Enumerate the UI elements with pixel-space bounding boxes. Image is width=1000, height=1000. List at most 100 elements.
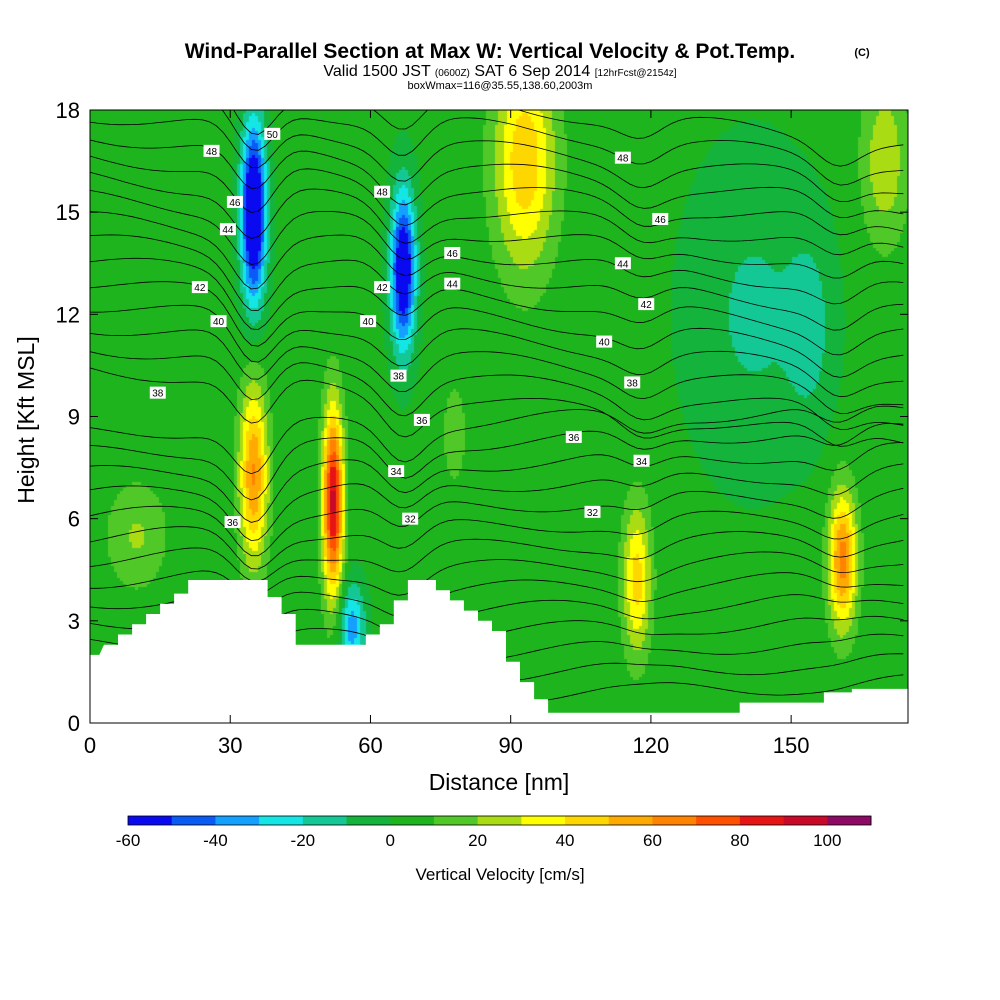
isentrope-label-box: [402, 512, 419, 525]
isentrope-label: 48: [614, 151, 631, 165]
isentrope-label: 46: [226, 195, 243, 209]
isentrope-label-text: 38: [393, 372, 405, 383]
isentrope-label-text: 50: [267, 130, 279, 141]
colorbar-swatch: [521, 816, 566, 825]
isentrope-label-text: 40: [213, 317, 225, 328]
isentrope-line: [90, 463, 904, 542]
x-axis: 0 30 60 90 120 150: [84, 110, 810, 758]
colorbar-swatch: [171, 816, 216, 825]
colorbar-tick-label: 0: [386, 831, 395, 850]
isentrope-label-text: 46: [655, 215, 667, 226]
isentrope-label: 48: [374, 185, 391, 199]
x-tick-label: 90: [498, 733, 522, 758]
isentrope-label: 36: [413, 413, 430, 427]
isentrope-line: [90, 510, 904, 570]
isentrope-label: 44: [614, 257, 631, 270]
y-tick-label: 3: [68, 609, 80, 634]
colorbar-swatch: [390, 816, 435, 825]
isentrope-label: 40: [210, 315, 227, 328]
colorbar-swatch: [259, 816, 304, 825]
isentrope-label-box: [374, 281, 391, 294]
colorbar-swatch: [739, 816, 785, 825]
isentrope-label: 40: [596, 335, 613, 349]
isentrope-label: 50: [264, 127, 281, 141]
colorbar-swatch: [827, 816, 872, 825]
x-tick-label: 150: [773, 733, 810, 758]
valid-utc: (0600Z): [435, 68, 470, 79]
isentrope-line: [90, 551, 904, 596]
isentrope-label: 46: [652, 212, 669, 226]
isentrope-label: 38: [149, 386, 166, 400]
isentrope-label: 32: [402, 512, 419, 526]
isentrope-label-text: 36: [227, 518, 239, 529]
y-tick-label: 18: [56, 98, 80, 123]
colorbar-swatch: [565, 816, 610, 825]
isentrope-label-box: [210, 315, 227, 328]
y-tick-label: 15: [56, 200, 80, 225]
isentrope-line: [90, 367, 904, 447]
isentrope-label-text: 48: [617, 154, 629, 165]
isentrope-label-text: 34: [636, 457, 648, 468]
y-tick-label: 12: [56, 302, 80, 327]
isentrope-label-text: 44: [222, 225, 234, 236]
isentrope-label-box: [565, 430, 582, 443]
isentrope-label: 32: [584, 505, 601, 519]
isentrope-label: 40: [360, 315, 377, 328]
y-tick-label: 6: [68, 507, 80, 532]
isentrope-line: [90, 190, 904, 279]
isentrope-label: 34: [388, 464, 405, 478]
isentrope-label-text: 48: [377, 188, 389, 199]
colorbar-swatch: [346, 816, 391, 825]
isentrope-label-text: 32: [405, 515, 417, 526]
isentrope-line: [90, 351, 904, 430]
isentrope-label-text: 44: [447, 280, 459, 291]
isentrope-line: [90, 405, 904, 475]
isentrope-line: [90, 531, 904, 582]
x-tick-label: 30: [218, 733, 242, 758]
isentrope-label-box: [444, 277, 461, 290]
isentrope-label-box: [614, 257, 631, 270]
isentrope-line: [90, 139, 904, 219]
isentrope-label-text: 38: [152, 389, 164, 400]
valid-date: SAT 6 Sep 2014: [474, 63, 590, 80]
isentrope-line: [90, 257, 904, 356]
isentrope-label: 36: [224, 516, 241, 529]
colorbar-swatch: [608, 816, 653, 825]
isentrope-line: [90, 234, 904, 331]
colorbar-tick-label: 80: [730, 831, 749, 850]
isentrope-label-box: [224, 516, 241, 529]
colorbar-tick-label: 60: [643, 831, 662, 850]
isentrope-label-box: [638, 298, 655, 311]
isentrope-label-box: [149, 386, 166, 399]
colorbar-swatch: [783, 816, 828, 825]
isentrope-label-box: [226, 195, 243, 208]
isentrope-line: [90, 211, 904, 305]
chart-subtitle: Valid 1500 JST (0600Z) SAT 6 Sep 2014 [1…: [323, 63, 676, 80]
terrain: [90, 580, 908, 723]
colorbar-swatch: [652, 816, 697, 825]
colorbar-swatch: [477, 816, 522, 825]
colorbar-swatch: [433, 816, 479, 825]
isentrope-label-text: 44: [617, 259, 629, 270]
colorbar-swatch: [696, 816, 741, 825]
isentrope-label-box: [444, 247, 461, 260]
isentrope-label-box: [652, 212, 669, 225]
isentrope-label: 36: [565, 430, 582, 444]
colorbar-swatch: [302, 816, 348, 825]
colorbar-tick-label: 20: [468, 831, 487, 850]
isentrope-label: 42: [638, 298, 655, 311]
isentrope-label-box: [624, 376, 641, 389]
colorbar: -60 -40 -20 0 20 40 60 80 100: [116, 815, 872, 850]
isentrope-label-box: [584, 505, 601, 518]
isentrope-label-text: 42: [377, 283, 389, 294]
isentrope-labels: 50 48 46 44 42 40 38 36 48 42 40 46 44 38 36 34 32 48 46 44…: [149, 127, 669, 529]
colorbar-tick-label: 100: [813, 831, 841, 850]
isentrope-label-text: 36: [416, 416, 428, 427]
colorbar-tick-label: -40: [203, 831, 228, 850]
colorbar-swatch: [128, 816, 173, 825]
isentrope-label-box: [191, 281, 208, 294]
isentrope-label: 44: [219, 223, 236, 236]
isentrope-label-text: 38: [627, 378, 639, 389]
isentrope-label-box: [614, 151, 631, 164]
isentrope-line: [90, 171, 904, 256]
